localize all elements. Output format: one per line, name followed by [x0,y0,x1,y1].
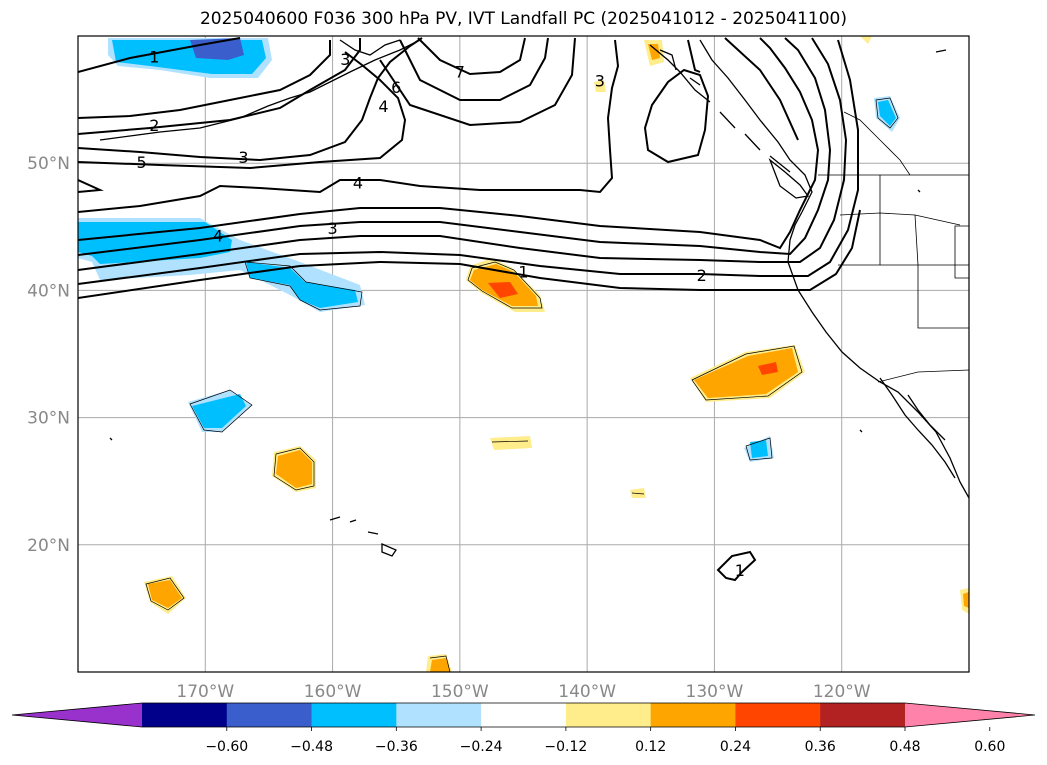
pv-contour [724,37,799,141]
pv-contours [78,37,861,582]
colorbar-segment [650,703,736,727]
colorbar-outline [11,702,1036,728]
colorbar-segment [820,703,906,727]
colorbar-tick-label: −0.24 [460,739,503,755]
pc-negative-area [192,394,246,428]
pc-shading [78,36,969,672]
lon-tick-label: 160°W [304,682,362,702]
colorbar-tick-label: 0.24 [720,739,751,755]
pv-contour [78,37,423,162]
pc-positive-area [488,282,518,298]
lat-tick-label: 30°N [27,409,70,429]
colorbar-extend-low [12,703,142,727]
pc-positive-area [694,348,798,398]
pv-contour-label: 1 [518,262,528,281]
plot-frame [77,35,970,673]
pc-negative-area [750,440,768,458]
pv-contour-label: 4 [213,227,223,246]
colorbar-tick-label: 0.48 [889,739,920,755]
lat-tick-label: 50°N [27,154,70,174]
lat-tick-label: 20°N [27,536,70,556]
pc-positive-area [758,362,778,375]
pv-contour-label: 2 [149,116,159,135]
pv-contour [687,39,701,73]
colorbar-tick-label: −0.36 [375,739,418,755]
lon-tick-label: 130°W [686,682,744,702]
pv-contour [78,51,407,170]
colorbar-tick-label: −0.60 [205,739,248,755]
lon-tick-label: 140°W [558,682,616,702]
pc-negative-area [878,100,896,126]
pv-contour-label: 2 [697,266,707,285]
pc-positive-area [860,36,872,44]
colorbar: −0.60 −0.48 −0.36 −0.24 −0.12 0.12 0.24 0.36 0.4… [11,702,1036,755]
pv-contour [78,39,859,285]
borders [818,111,969,383]
colorbar-tick-label: 0.36 [805,739,836,755]
colorbar-segment [311,703,397,727]
latitude-labels: 50°N 40°N 30°N 20°N [27,154,70,556]
pv-contour [643,68,710,164]
figure-title: 2025040600 F036 300 hPa PV, IVT Landfall… [199,9,847,29]
pv-contour-label: 4 [353,173,363,192]
pc-positive-area [963,592,969,608]
colorbar-tick-label: −0.48 [290,739,333,755]
colorbar-segment [142,703,228,727]
longitude-labels: 170°W 160°W 150°W 140°W 130°W 120°W [176,682,870,702]
pv-contour [78,37,241,73]
colorbar-tick-label: 0.60 [974,739,1005,755]
pv-contour [399,37,549,101]
pc-positive-area [594,80,606,92]
graticule [78,36,969,672]
pc-positive-area [430,658,450,672]
colorbar-segment [226,703,313,727]
colorbar-tick-label: −0.12 [544,739,587,755]
pc-positive-area [490,436,532,450]
pv-contour-label: 3 [595,72,605,91]
pc-negative-area [246,262,358,308]
colorbar-tick-label: 0.12 [635,739,666,755]
pv-contour [379,37,576,127]
colorbar-segment [396,703,482,727]
pv-contour [78,37,848,271]
pc-positive-area [630,488,646,498]
pc-shading-outlines [145,97,899,672]
colorbar-segment [481,703,567,727]
pc-positive-area [648,44,660,60]
pc-positive-area [276,450,312,488]
pv-contour-label: 1 [735,561,745,580]
pv-contour [716,550,757,582]
pv-contour-label: 3 [340,50,350,69]
colorbar-segment [565,703,652,727]
pv-contour [78,38,361,135]
lon-tick-label: 150°W [431,682,489,702]
pv-contour [78,179,104,193]
pv-contour-label: 4 [378,97,388,116]
pv-contour [78,37,820,250]
pv-contour [78,37,832,256]
colorbar-segment [735,703,821,727]
pv-contour [78,39,620,213]
lon-tick-label: 120°W [813,682,871,702]
pv-contour [417,37,526,76]
pv-contour-label: 5 [137,153,147,172]
pc-positive-area [148,580,182,608]
colorbar-extend-high [905,703,1035,727]
pc-negative-area [78,222,232,264]
pv-contour-label: 1 [149,47,159,66]
pv-contour-label: 3 [238,148,248,167]
pv-contour [78,40,331,119]
lat-tick-label: 40°N [27,281,70,301]
pv-contour-label: 7 [455,63,465,82]
lon-tick-label: 170°W [176,682,234,702]
pv-contour-label: 3 [327,219,337,238]
pv-contour-label: 6 [391,78,401,97]
pv-contour [78,209,861,299]
